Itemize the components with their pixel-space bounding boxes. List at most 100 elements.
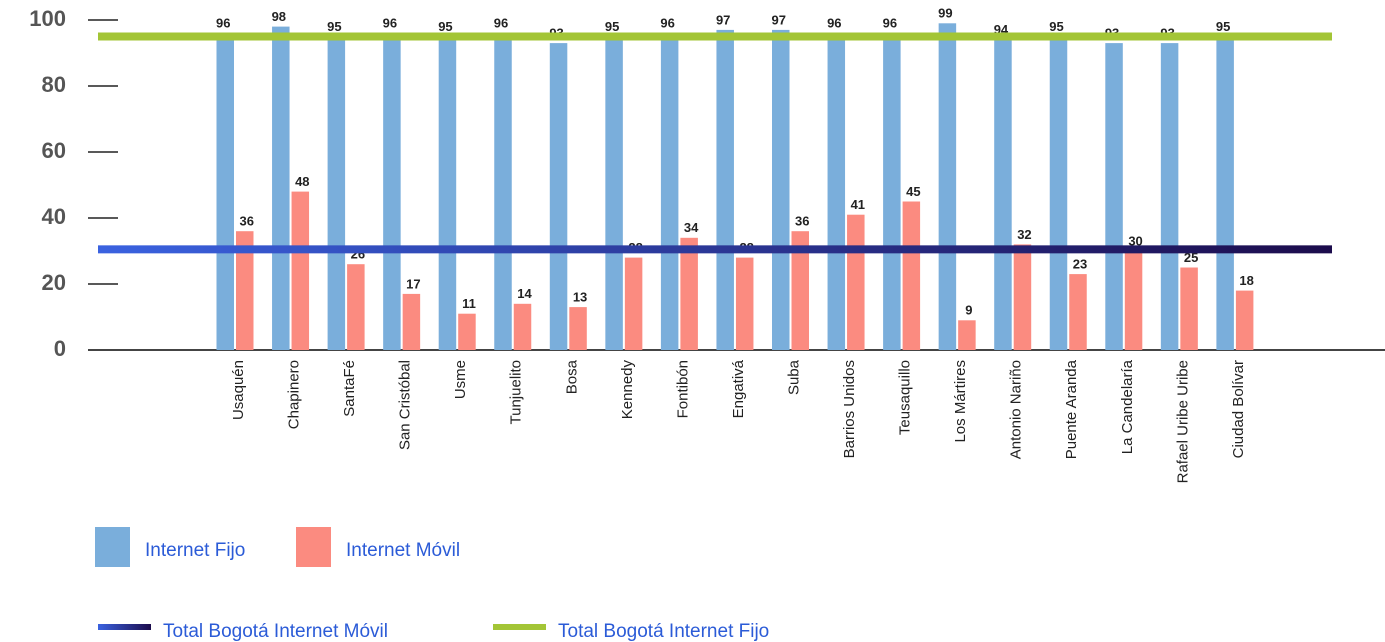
x-tick-label: Usme — [452, 360, 469, 399]
value-label: 95 — [1049, 19, 1063, 34]
value-label: 36 — [240, 214, 254, 229]
reference-line — [98, 245, 1332, 254]
value-label: 25 — [1184, 250, 1198, 265]
bar — [938, 23, 957, 351]
bar — [1049, 36, 1068, 350]
value-label: 96 — [216, 16, 230, 31]
x-tick-label: Barrios Unidos — [841, 360, 858, 458]
value-label: 97 — [772, 12, 786, 27]
bar — [1124, 251, 1143, 350]
x-tick-label: Tunjuelito — [508, 360, 525, 424]
bar — [827, 33, 846, 350]
reference-line — [98, 32, 1332, 41]
bar — [958, 320, 976, 350]
value-label: 48 — [295, 174, 309, 189]
y-tick-label: 60 — [42, 138, 66, 163]
bar — [438, 36, 457, 350]
x-tick-label: Teusaquillo — [897, 360, 914, 435]
value-label: 96 — [660, 16, 674, 31]
bar — [383, 33, 401, 350]
x-tick-label: Kennedy — [619, 360, 636, 420]
x-tick-label: Fontibón — [674, 360, 691, 418]
bar — [735, 257, 754, 350]
bar — [716, 29, 734, 351]
bar — [1105, 43, 1123, 350]
bar — [1013, 244, 1032, 350]
bar — [1216, 36, 1234, 350]
value-label: 18 — [1239, 273, 1253, 288]
bar — [402, 293, 421, 350]
legend-label: Total Bogotá Internet Fijo — [558, 621, 769, 642]
legend-line — [98, 624, 151, 630]
bar — [883, 33, 901, 350]
bar — [549, 43, 568, 350]
value-label: 30 — [1128, 233, 1142, 248]
bar — [660, 33, 679, 350]
legend-swatch — [95, 527, 130, 567]
bar — [327, 36, 346, 350]
value-label: 36 — [795, 214, 809, 229]
value-label: 11 — [462, 296, 476, 311]
bar — [1160, 43, 1179, 350]
bar — [1069, 274, 1087, 350]
bar — [847, 214, 865, 350]
y-tick-label: 40 — [42, 204, 66, 229]
x-tick-label: Chapinero — [286, 360, 303, 429]
value-label: 96 — [883, 16, 897, 31]
x-tick-label: La Candelaría — [1119, 359, 1136, 454]
bar — [1235, 290, 1254, 350]
value-label: 95 — [438, 19, 452, 34]
bar — [347, 264, 365, 350]
bar — [680, 237, 698, 350]
bar — [569, 307, 587, 350]
value-label: 98 — [272, 9, 286, 24]
bar — [605, 36, 623, 350]
bar — [902, 201, 921, 350]
bar — [994, 39, 1012, 351]
y-tick-label: 100 — [29, 6, 66, 31]
x-tick-label: Antonio Nariño — [1008, 360, 1025, 459]
x-tick-label: Bosa — [563, 359, 580, 394]
value-label: 95 — [1216, 19, 1230, 34]
value-label: 41 — [851, 197, 865, 212]
value-label: 32 — [1017, 227, 1031, 242]
x-tick-label: Suba — [785, 359, 802, 395]
bar — [236, 231, 254, 350]
y-tick-label: 80 — [42, 72, 66, 97]
bar — [772, 29, 790, 351]
legend-swatch — [296, 527, 331, 567]
value-label: 45 — [906, 184, 920, 199]
value-label: 96 — [383, 16, 397, 31]
value-label: 99 — [938, 6, 952, 21]
x-tick-label: San Cristóbal — [397, 360, 414, 450]
value-label: 96 — [494, 16, 508, 31]
y-tick-label: 0 — [54, 336, 66, 361]
value-label: 97 — [716, 12, 730, 27]
value-label: 95 — [327, 19, 341, 34]
legend-label: Internet Fijo — [145, 540, 245, 561]
x-tick-label: Ciudad Bolívar — [1230, 360, 1247, 458]
x-tick-label: Los Mártires — [952, 360, 969, 443]
y-tick-label: 20 — [42, 270, 66, 295]
bar — [216, 33, 234, 350]
bar — [1180, 267, 1198, 350]
value-label: 96 — [827, 16, 841, 31]
value-label: 17 — [406, 276, 420, 291]
value-label: 23 — [1073, 257, 1087, 272]
value-label: 13 — [573, 290, 587, 305]
legend-label: Total Bogotá Internet Móvil — [163, 621, 388, 642]
bar — [791, 231, 809, 350]
value-label: 34 — [684, 220, 699, 235]
bar — [513, 303, 532, 350]
bar — [291, 191, 310, 350]
x-tick-label: Engativá — [730, 359, 747, 418]
legend-label: Internet Móvil — [346, 540, 460, 561]
value-label: 95 — [605, 19, 619, 34]
bar — [272, 26, 290, 350]
x-tick-label: Rafael Uribe Uribe — [1174, 360, 1191, 483]
value-label: 14 — [517, 286, 532, 301]
bar — [494, 33, 512, 350]
x-tick-label: Puente Aranda — [1063, 359, 1080, 459]
value-label: 9 — [965, 303, 972, 318]
